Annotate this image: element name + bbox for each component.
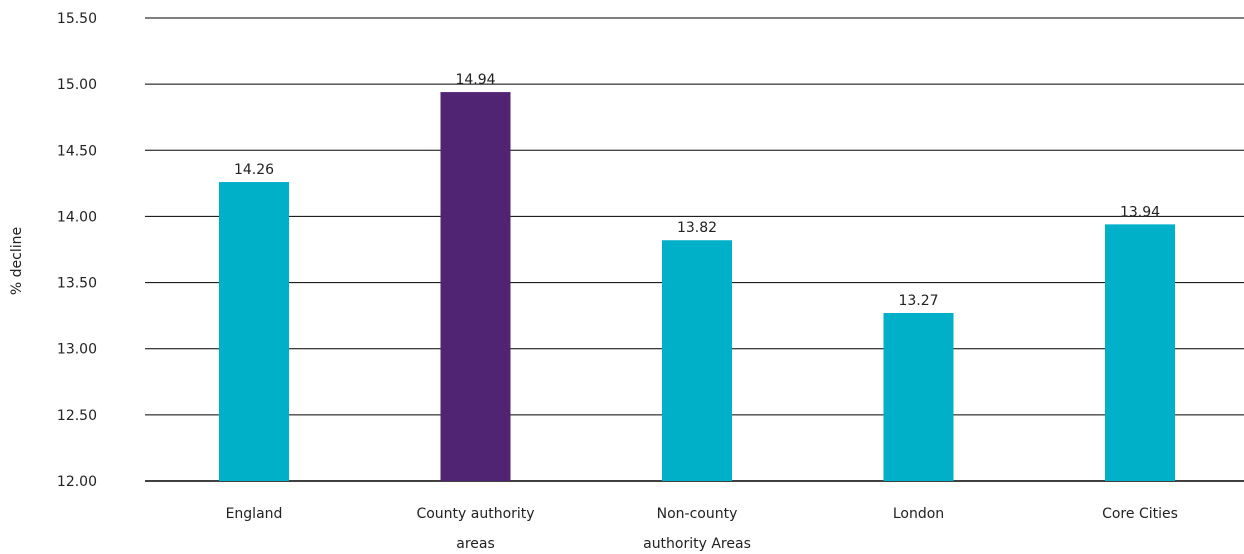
y-tick-label: 14.50 (57, 143, 97, 159)
y-tick-label: 13.00 (57, 342, 97, 358)
x-category-label: London (893, 506, 944, 522)
y-tick-label: 15.50 (57, 11, 97, 27)
bar (1105, 224, 1175, 481)
x-category-label: Non-county authority Areas (643, 506, 751, 552)
y-tick-label: 13.50 (57, 276, 97, 292)
y-tick-label: 12.00 (57, 474, 97, 490)
bar (883, 312, 954, 481)
y-axis-title: % decline (9, 227, 25, 295)
bar-value-label: 13.94 (1120, 204, 1160, 220)
x-axis-categories: England County authority areas Non-county au… (226, 506, 1178, 552)
y-tick-label: 15.00 (57, 77, 97, 93)
bar-value-label: 14.94 (455, 72, 495, 88)
bars (219, 92, 1175, 481)
gridlines (145, 17, 1244, 482)
x-category-label: County authority areas (416, 506, 534, 552)
x-category-label: Core Cities (1102, 506, 1178, 522)
bar (440, 92, 511, 481)
bar-value-label: 13.27 (898, 293, 938, 309)
bar-value-label: 13.82 (677, 220, 717, 236)
x-category-label: England (226, 506, 283, 522)
y-tick-label: 12.50 (57, 408, 97, 424)
bar-value-label: 14.26 (234, 162, 274, 178)
y-axis-ticks: 12.00 12.50 13.00 13.50 14.00 14.50 15.00 15.50 (57, 11, 97, 490)
bar (662, 240, 732, 481)
bar (219, 182, 289, 481)
y-tick-label: 14.00 (57, 209, 97, 225)
data-labels: 14.26 14.94 13.82 13.27 13.94 (234, 72, 1160, 309)
